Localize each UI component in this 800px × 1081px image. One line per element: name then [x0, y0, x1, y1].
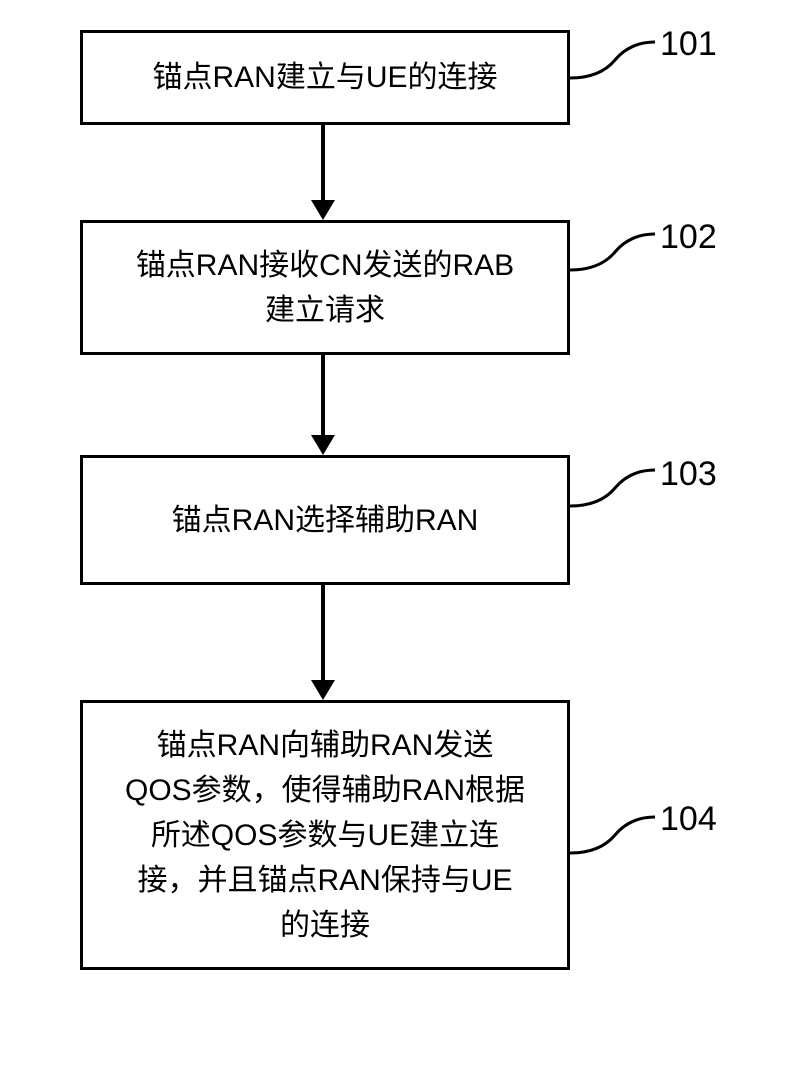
flowchart-box-3: 锚点RAN选择辅助RAN [80, 455, 570, 585]
step-label-3: 103 [660, 455, 717, 494]
flowchart-box-2: 锚点RAN接收CN发送的RAB建立请求 [80, 220, 570, 355]
box-3-text: 锚点RAN选择辅助RAN [172, 498, 479, 543]
connector-2 [570, 222, 660, 277]
connector-4 [570, 805, 660, 860]
flowchart-box-1: 锚点RAN建立与UE的连接 [80, 30, 570, 125]
box-4-text: 锚点RAN向辅助RAN发送QOS参数，使得辅助RAN根据所述QOS参数与UE建立… [125, 723, 525, 948]
step-label-2: 102 [660, 218, 717, 257]
connector-3 [570, 458, 660, 513]
step-label-4: 104 [660, 800, 717, 839]
flowchart-box-4: 锚点RAN向辅助RAN发送QOS参数，使得辅助RAN根据所述QOS参数与UE建立… [80, 700, 570, 970]
connector-1 [570, 30, 660, 85]
box-1-text: 锚点RAN建立与UE的连接 [152, 55, 497, 100]
flowchart-container: 锚点RAN建立与UE的连接 101 锚点RAN接收CN发送的RAB建立请求 10… [0, 0, 800, 1081]
box-2-text: 锚点RAN接收CN发送的RAB建立请求 [136, 243, 514, 333]
step-label-1: 101 [660, 25, 717, 64]
